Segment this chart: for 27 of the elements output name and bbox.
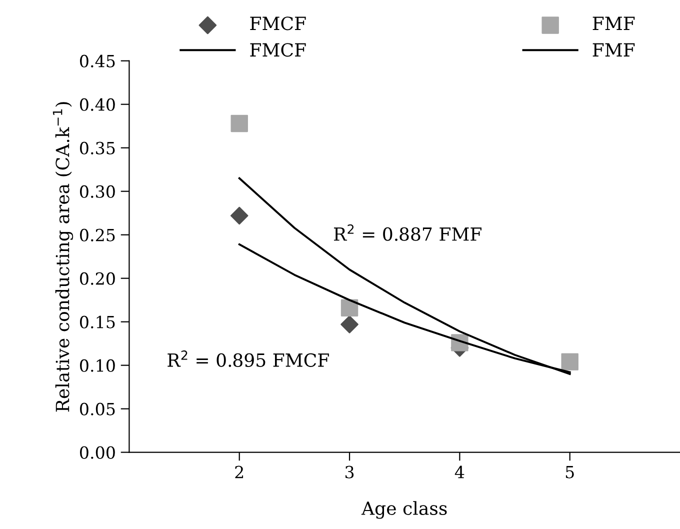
y-tick-label: 0.20 xyxy=(80,272,115,285)
point xyxy=(230,114,248,132)
x-tick-label: 5 xyxy=(566,466,574,478)
x-axis-title: Age class xyxy=(361,501,447,519)
legend-label: FMF xyxy=(592,16,635,30)
point xyxy=(230,206,248,225)
legend-label: FMF xyxy=(592,43,635,56)
y-tick-label: 0.00 xyxy=(80,446,115,459)
point xyxy=(340,299,358,317)
legend-label: FMCF xyxy=(250,16,306,30)
y-axis-title: Relative conducting area (CA.k$^{−1}$) xyxy=(52,102,74,412)
x-tick-label: 4 xyxy=(454,466,464,478)
annotation: R$^{2}$ = 0.887 FMF xyxy=(334,224,482,241)
legend-label: FMCF xyxy=(250,43,306,57)
x-tick-label: 3 xyxy=(345,466,354,478)
point xyxy=(561,353,578,370)
y-tick-label: 0.05 xyxy=(80,402,115,416)
y-tick-label: 0.15 xyxy=(80,316,115,328)
y-tick-label: 0.30 xyxy=(80,185,115,198)
y-tick-label: 0.25 xyxy=(80,228,115,242)
y-tick-label: 0.45 xyxy=(80,54,115,68)
point xyxy=(340,316,358,334)
y-tick-label: 0.40 xyxy=(80,98,115,111)
x-tick-label: 2 xyxy=(235,466,244,478)
y-tick-label: 0.35 xyxy=(80,142,115,154)
annotation: R$^{2}$ = 0.895 FMCF xyxy=(168,350,329,367)
y-tick-label: 0.10 xyxy=(80,359,115,372)
